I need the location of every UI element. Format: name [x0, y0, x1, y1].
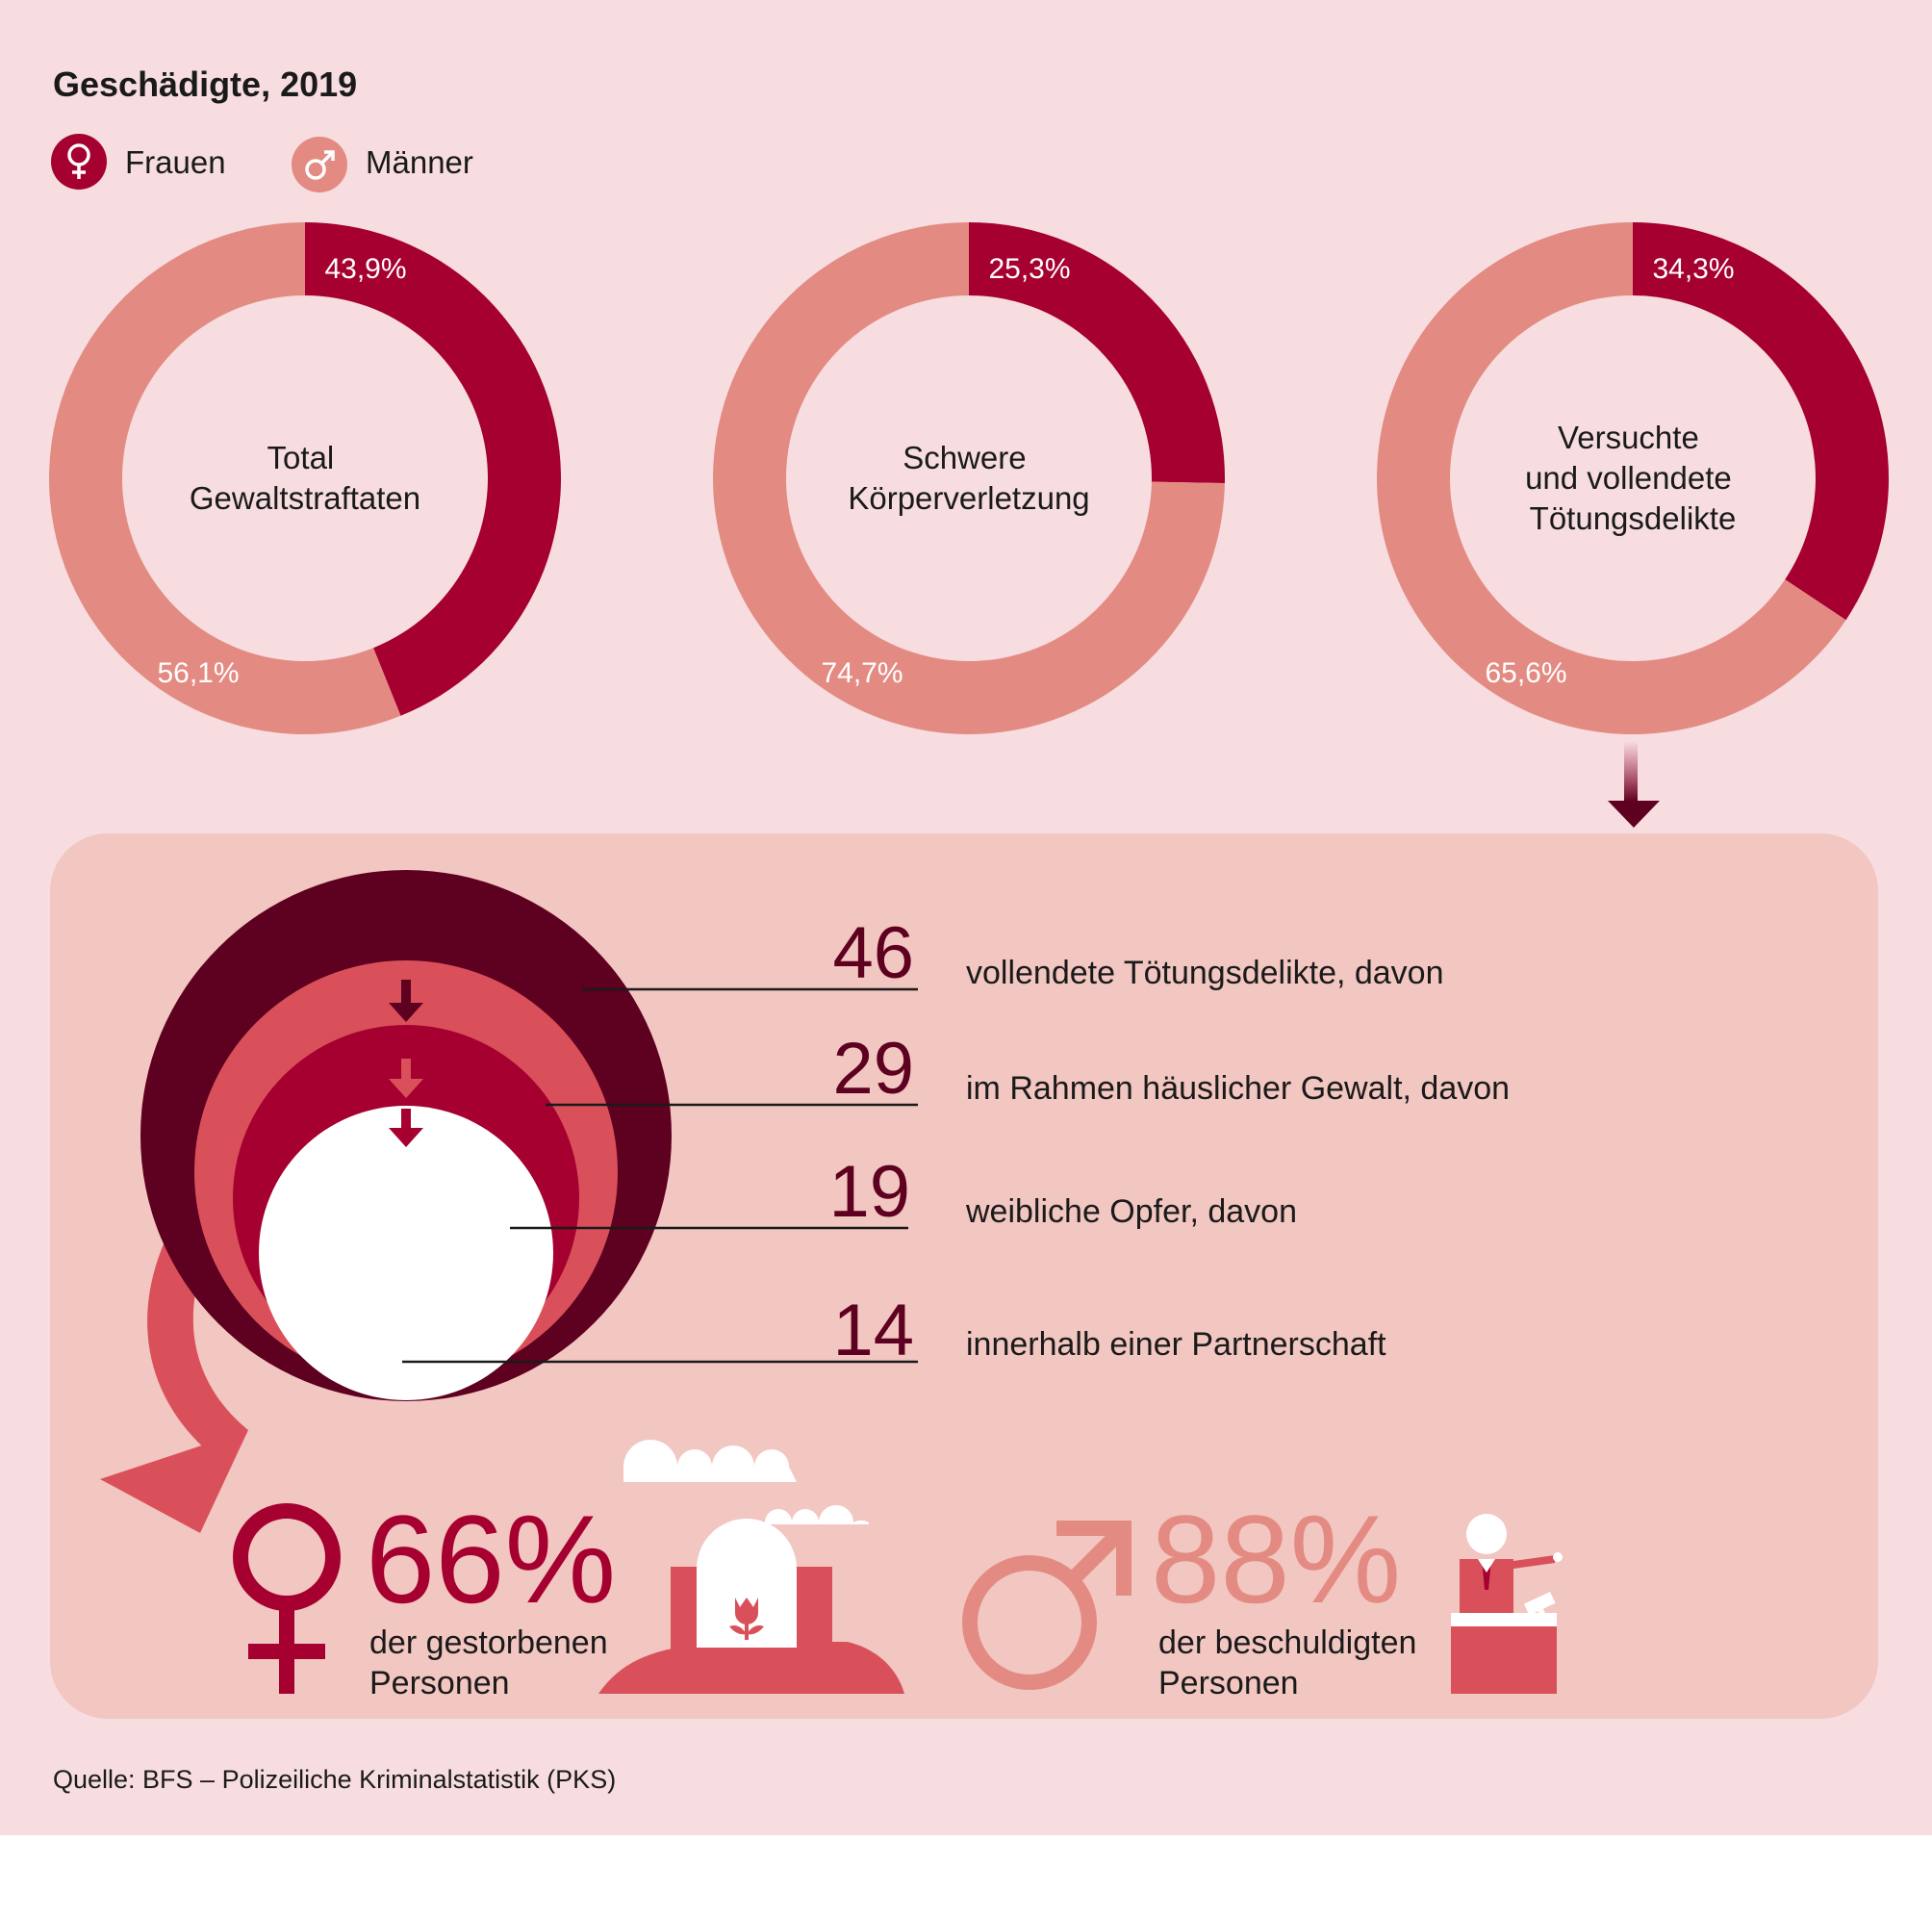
legend-swatch-women: [51, 134, 107, 190]
donut-chart-toetungsdelikte: 34,3% 65,6% Versuchte und vollendete Töt…: [1377, 222, 1889, 734]
donut-center-label: Total Gewaltstraftaten: [190, 440, 420, 516]
donut-segment-women: [969, 222, 1225, 484]
legend-label-men: Männer: [366, 144, 473, 180]
breakdown-row: 19 weibliche Opfer, davon: [510, 1151, 1297, 1233]
donut-label-women: 25,3%: [988, 253, 1070, 285]
breakdown-row: 14 innerhalb einer Partnerschaft: [402, 1290, 1386, 1371]
donut-center-label: Versuchte und vollendete Tötungsdelikte: [1525, 420, 1741, 536]
donut-label-men: 74,7%: [821, 657, 902, 689]
donut-label-men: 56,1%: [157, 657, 239, 689]
donut-segment-men: [1377, 222, 1846, 734]
breakdown-row: 29 im Rahmen häuslicher Gewalt, davon: [546, 1028, 1510, 1110]
breakdown-text: innerhalb einer Partnerschaft: [966, 1326, 1386, 1363]
breakdown-text: weibliche Opfer, davon: [965, 1193, 1297, 1230]
donut-center-label: Schwere Körperverletzung: [848, 440, 1089, 516]
female-stat-line: der gestorbenen: [369, 1624, 608, 1661]
donut-label-women: 34,3%: [1652, 253, 1734, 285]
female-stat: 66% der gestorbenen Personen: [233, 1489, 616, 1701]
donut-segment-women: [1633, 222, 1889, 621]
male-stat-line: Personen: [1158, 1665, 1299, 1701]
arrow-down-icon: [389, 980, 423, 1022]
legend-item-women: Frauen: [51, 134, 226, 190]
male-stat-value: 88%: [1151, 1489, 1401, 1629]
legend-label-women: Frauen: [125, 144, 226, 180]
female-symbol-icon: [233, 1503, 341, 1694]
donut-center-line: Schwere: [902, 440, 1026, 475]
arrow-down-icon: [389, 1059, 423, 1098]
breakdown-row: 46 vollendete Tötungsdelikte, davon: [582, 912, 1444, 994]
breakdown-number: 19: [828, 1151, 910, 1233]
breakdown-list: 46 vollendete Tötungsdelikte, davon 29 i…: [402, 912, 1510, 1371]
nested-circles: [140, 870, 672, 1401]
donut-center-line: Gewaltstraftaten: [190, 480, 420, 516]
donut-center-line: und vollendete: [1525, 460, 1732, 496]
footer-area: [0, 1835, 1932, 1913]
circle-partnerschaft: [259, 1106, 553, 1400]
donut-center-line: Tötungsdelikte: [1530, 500, 1737, 536]
donut-chart-schwere-koerperverletzung: 25,3% 74,7% Schwere Körperverletzung: [713, 222, 1225, 734]
donut-center-line: Versuchte: [1558, 420, 1699, 455]
donut-label-men: 65,6%: [1485, 657, 1566, 689]
grave-icon: [598, 1440, 904, 1694]
donut-center-line: Total: [267, 440, 335, 475]
male-symbol-icon: [305, 150, 335, 180]
breakdown-number: 29: [832, 1028, 914, 1110]
legend-swatch-men: [292, 137, 347, 192]
breakdown-number: 14: [832, 1290, 914, 1371]
donut-segment-women: [305, 222, 562, 716]
breakdown-number: 46: [832, 912, 914, 994]
arrow-down-icon: [1608, 741, 1660, 828]
breakdown-text: vollendete Tötungsdelikte, davon: [966, 955, 1444, 991]
male-stat: 88% der beschuldigten Personen: [962, 1489, 1416, 1701]
donut-segment-men: [49, 222, 401, 734]
female-stat-line: Personen: [369, 1665, 510, 1701]
judge-icon: [1451, 1514, 1563, 1694]
donut-center-line: Körperverletzung: [848, 480, 1089, 516]
legend-item-men: Männer: [292, 137, 473, 192]
male-symbol-icon: [962, 1521, 1131, 1690]
female-stat-value: 66%: [366, 1489, 616, 1629]
legend: Frauen Männer: [51, 134, 473, 192]
male-stat-line: der beschuldigten: [1158, 1624, 1416, 1661]
page-title: Geschädigte, 2019: [53, 64, 357, 104]
donut-label-women: 43,9%: [324, 253, 406, 285]
arrow-down-icon: [389, 1109, 423, 1147]
female-symbol-icon: [67, 143, 90, 179]
breakdown-text: im Rahmen häuslicher Gewalt, davon: [966, 1070, 1510, 1107]
source-note: Quelle: BFS – Polizeiliche Kriminalstati…: [53, 1765, 616, 1794]
donut-chart-total-gewaltstraftaten: 43,9% 56,1% Total Gewaltstraftaten: [49, 222, 562, 734]
